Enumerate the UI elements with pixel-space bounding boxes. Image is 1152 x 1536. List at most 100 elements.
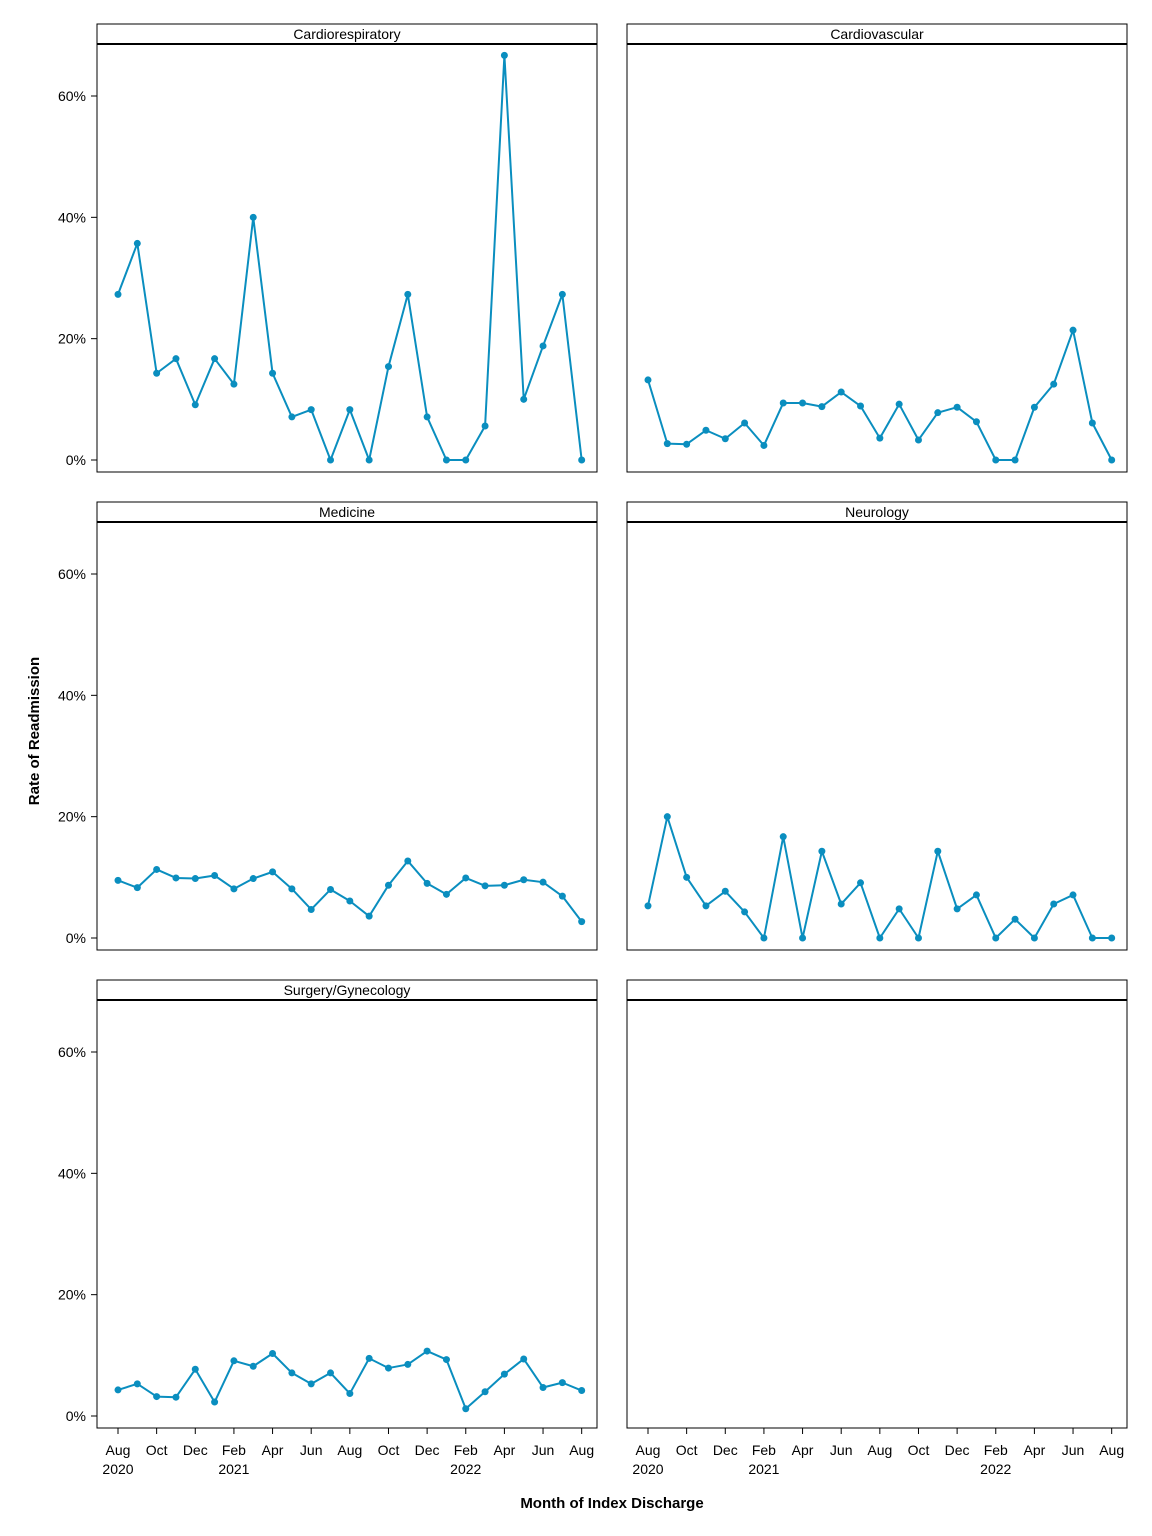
data-point — [934, 847, 942, 855]
y-tick-label: 0% — [66, 930, 86, 946]
x-tick-label: Aug — [1099, 1442, 1124, 1458]
panel-frame — [626, 521, 1128, 951]
data-point — [1011, 915, 1019, 923]
data-point — [211, 1398, 219, 1406]
y-tick-label: 0% — [66, 452, 86, 468]
data-point — [857, 402, 865, 410]
x-tick-label: Feb — [454, 1442, 478, 1458]
data-point — [230, 1357, 238, 1365]
data-point — [114, 876, 122, 884]
data-point — [211, 355, 219, 363]
data-point — [404, 290, 412, 298]
data-point — [481, 882, 489, 890]
data-point — [520, 395, 528, 403]
x-tick-label: Jun — [300, 1442, 323, 1458]
x-tick-label: Feb — [752, 1442, 776, 1458]
data-point — [153, 369, 161, 377]
data-point — [1069, 891, 1077, 899]
data-point — [741, 908, 749, 916]
y-tick-label: 40% — [58, 1165, 86, 1181]
data-point — [384, 363, 392, 371]
panel-title: Cardiovascular — [830, 26, 924, 42]
data-point — [462, 874, 470, 882]
panel: Surgery/Gynecology 0% 20% 40% 60% Aug 2020 Oct D… — [58, 979, 598, 1477]
data-point — [934, 409, 942, 417]
data-point — [1050, 900, 1058, 908]
data-point — [442, 1356, 450, 1364]
data-point — [462, 1405, 470, 1413]
panel-frame — [96, 999, 598, 1429]
data-point — [249, 875, 257, 883]
data-point — [895, 400, 903, 408]
x-tick-year-label: 2022 — [980, 1461, 1011, 1477]
data-point — [442, 890, 450, 898]
x-tick-label: Dec — [183, 1442, 208, 1458]
data-point — [404, 1360, 412, 1368]
data-point — [500, 881, 508, 889]
data-point — [307, 406, 315, 414]
data-point — [114, 1386, 122, 1394]
data-point — [191, 875, 199, 883]
data-point — [953, 403, 961, 411]
data-point — [972, 891, 980, 899]
data-point — [481, 422, 489, 430]
panel: Aug 2020 Oct Dec Feb 2021 Apr Jun Aug Oct Dec Feb 20… — [626, 979, 1128, 1477]
series-line — [117, 54, 583, 461]
x-tick-year-label: 2020 — [102, 1461, 133, 1477]
data-point — [1030, 403, 1038, 411]
data-point — [520, 876, 528, 884]
data-point — [837, 900, 845, 908]
data-point — [365, 1354, 373, 1362]
y-tick-label: 20% — [58, 1287, 86, 1303]
data-point — [365, 456, 373, 464]
data-point — [133, 884, 141, 892]
panel: Medicine 0% 20% 40% 60% — [58, 501, 598, 951]
data-point — [172, 355, 180, 363]
panel-title: Neurology — [845, 504, 909, 520]
data-point — [269, 369, 277, 377]
x-tick-label: Dec — [415, 1442, 440, 1458]
data-point — [663, 440, 671, 448]
panel-frame — [96, 43, 598, 473]
y-tick-label: 60% — [58, 1044, 86, 1060]
x-tick-label: Dec — [945, 1442, 970, 1458]
data-point — [365, 912, 373, 920]
series-line — [117, 1350, 583, 1410]
data-point — [760, 441, 768, 449]
y-tick-label: 20% — [58, 809, 86, 825]
x-tick-year-label: 2021 — [748, 1461, 779, 1477]
y-axis-title: Rate of Readmission — [26, 657, 43, 805]
x-tick-label: Jun — [830, 1442, 853, 1458]
data-point — [818, 847, 826, 855]
data-point — [191, 401, 199, 409]
x-tick-label: Feb — [222, 1442, 246, 1458]
x-tick-label: Aug — [636, 1442, 661, 1458]
data-point — [1069, 326, 1077, 334]
data-point — [153, 865, 161, 873]
data-point — [230, 885, 238, 893]
x-tick-year-label: 2021 — [218, 1461, 249, 1477]
x-tick-label: Feb — [984, 1442, 1008, 1458]
data-point — [558, 1379, 566, 1387]
data-point — [423, 879, 431, 887]
x-tick-label: Apr — [494, 1442, 516, 1458]
x-tick-label: Jun — [1062, 1442, 1085, 1458]
data-point — [818, 403, 826, 411]
data-point — [683, 873, 691, 881]
panel: Neurology — [626, 501, 1128, 951]
data-point — [462, 456, 470, 464]
data-point — [702, 902, 710, 910]
data-point — [153, 1393, 161, 1401]
data-point — [799, 934, 807, 942]
data-point — [683, 440, 691, 448]
data-point — [578, 1387, 586, 1395]
panel-title: Surgery/Gynecology — [284, 982, 411, 998]
data-point — [1108, 934, 1116, 942]
y-tick-label: 60% — [58, 566, 86, 582]
data-point — [481, 1388, 489, 1396]
series-line — [647, 815, 1112, 939]
y-tick-label: 60% — [58, 88, 86, 104]
data-point — [230, 380, 238, 388]
data-point — [539, 342, 547, 350]
data-point — [288, 1369, 296, 1377]
